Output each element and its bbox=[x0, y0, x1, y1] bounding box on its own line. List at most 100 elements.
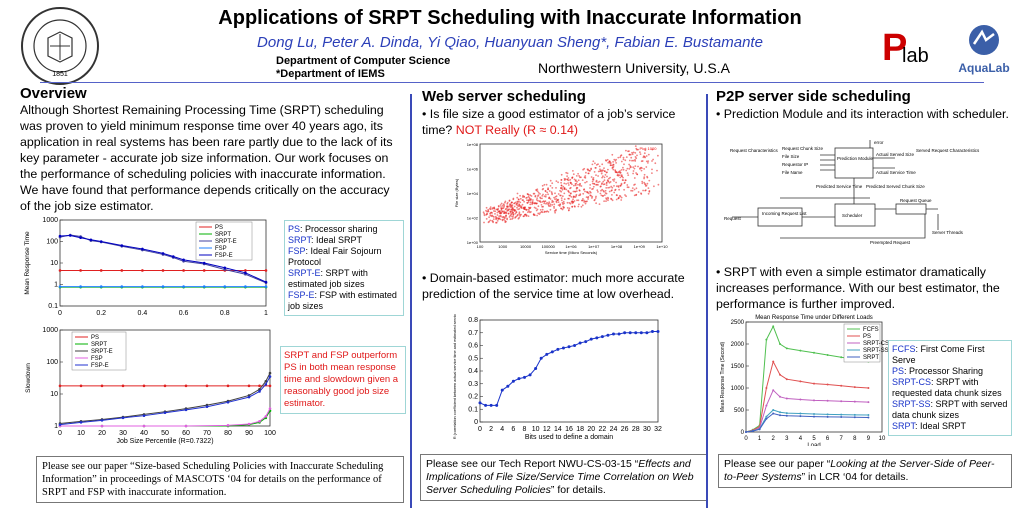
data-point bbox=[226, 424, 230, 427]
scatter-point bbox=[624, 181, 626, 184]
scatter-point bbox=[542, 205, 544, 208]
scatter-point bbox=[647, 162, 649, 164]
data-point bbox=[650, 329, 654, 333]
scatter-point bbox=[613, 191, 616, 194]
scatter-point bbox=[591, 180, 594, 183]
data-point bbox=[184, 408, 188, 412]
scatter-point bbox=[592, 160, 595, 163]
scatter-point bbox=[626, 172, 629, 174]
p2p-legend-srpt: SRPT: Ideal SRPT bbox=[892, 421, 967, 431]
scatter-point bbox=[631, 151, 633, 154]
scatter-point bbox=[485, 209, 487, 212]
scatter-point bbox=[529, 203, 532, 206]
scatter-point bbox=[544, 195, 547, 198]
data-point bbox=[656, 329, 660, 333]
y-axis-label: Slowdown bbox=[25, 363, 32, 393]
scatter-point bbox=[615, 162, 617, 164]
domain-correlation-chart: 0 2 4 6 8 10 12 14 16 18 20 22 24 26 28 30 3200.10.20.30… bbox=[453, 314, 662, 441]
data-point bbox=[142, 384, 146, 388]
scatter-point bbox=[577, 199, 580, 202]
data-point bbox=[545, 352, 549, 356]
scatter-point bbox=[647, 192, 650, 195]
scatter-point bbox=[539, 196, 541, 199]
scatter-point bbox=[553, 203, 556, 206]
scatter-point bbox=[551, 201, 553, 204]
scatter-point bbox=[504, 219, 506, 222]
scatter-point bbox=[622, 176, 624, 179]
x-tick-label: 0.4 bbox=[138, 310, 148, 317]
legend-entry: SRPT bbox=[863, 355, 879, 361]
data-point bbox=[840, 413, 843, 416]
scatter-point bbox=[631, 189, 634, 192]
y-tick-label: 2000 bbox=[731, 342, 745, 348]
scatter-point bbox=[568, 191, 570, 194]
scatter-point bbox=[529, 194, 532, 197]
scatter-point bbox=[645, 155, 648, 157]
x-tick-label: 1e+08 bbox=[611, 244, 623, 249]
scatter-point bbox=[559, 203, 562, 206]
scatter-point bbox=[633, 188, 636, 191]
scatter-point bbox=[602, 175, 604, 178]
scatter-point bbox=[550, 191, 553, 193]
scatter-point bbox=[514, 212, 517, 215]
scatter-point bbox=[575, 193, 578, 196]
scatter-point bbox=[528, 210, 530, 213]
scatter-point bbox=[533, 192, 536, 195]
university: Northwestern University, U.S.A bbox=[538, 60, 730, 76]
data-point bbox=[100, 424, 104, 428]
scatter-point bbox=[585, 171, 587, 174]
data-point bbox=[772, 412, 775, 415]
scatter-point bbox=[629, 153, 632, 156]
data-point bbox=[478, 401, 482, 405]
scatter-point bbox=[599, 170, 602, 173]
scatter-point bbox=[630, 189, 632, 192]
scatter-point bbox=[597, 175, 599, 177]
scatter-point bbox=[618, 188, 620, 191]
scatter-point bbox=[594, 198, 596, 201]
overview-legend: PS: Processor sharing SRPT: Ideal SRPT F… bbox=[284, 220, 404, 316]
scatter-point bbox=[617, 185, 620, 187]
x-tick-label: 70 bbox=[203, 430, 211, 437]
scatter-cloud bbox=[482, 145, 660, 224]
diagram-error: error bbox=[874, 140, 884, 145]
x-tick-label: 5 bbox=[812, 436, 816, 442]
p2p-bullet-1: • Prediction Module and its interaction … bbox=[716, 107, 1009, 121]
scatter-point bbox=[563, 198, 566, 201]
data-point bbox=[826, 413, 829, 416]
scatter-point bbox=[513, 202, 515, 205]
scatter-point bbox=[545, 194, 547, 196]
plot-frame bbox=[745, 321, 883, 433]
scatter-point bbox=[545, 183, 548, 186]
data-point bbox=[785, 414, 788, 417]
scatter-point bbox=[511, 209, 514, 212]
scatter-point bbox=[632, 166, 635, 169]
data-point bbox=[58, 384, 62, 388]
mean-response-chart: 0 0.2 0.4 0.6 0.8 1 0.1 1 10 100 1000 Mean Response… bbox=[24, 217, 268, 317]
scatter-point bbox=[510, 206, 512, 209]
scatter-point bbox=[609, 181, 612, 183]
data-point bbox=[99, 240, 103, 243]
scatter-point bbox=[555, 195, 558, 197]
scatter-point bbox=[554, 198, 556, 200]
scatter-point bbox=[651, 168, 653, 171]
scatter-point bbox=[620, 183, 623, 186]
scatter-point bbox=[525, 197, 527, 199]
scatter-point bbox=[518, 204, 521, 206]
data-point bbox=[772, 360, 775, 363]
scatter-point bbox=[597, 191, 599, 193]
data-point bbox=[500, 388, 504, 392]
scatter-point bbox=[548, 196, 551, 199]
data-point bbox=[799, 349, 802, 352]
scatter-point bbox=[633, 194, 636, 197]
scatter-point bbox=[593, 171, 596, 173]
scatter-point bbox=[581, 204, 584, 207]
scatter-point bbox=[503, 216, 505, 218]
scatter-point bbox=[523, 208, 525, 210]
scatter-point bbox=[559, 189, 561, 192]
legend-fsp-e: FSP-E: FSP with estimated job sizes bbox=[288, 290, 397, 311]
data-point bbox=[826, 399, 829, 402]
scatter-point bbox=[536, 214, 538, 217]
p2p-legend-srpt-cs: SRPT-CS: SRPT with requested data chunk … bbox=[892, 377, 1002, 398]
p2p-legend-ps: PS: Processor Sharing bbox=[892, 366, 984, 376]
authors: Dong Lu, Peter A. Dinda, Yi Qiao, Huanyu… bbox=[257, 34, 763, 51]
